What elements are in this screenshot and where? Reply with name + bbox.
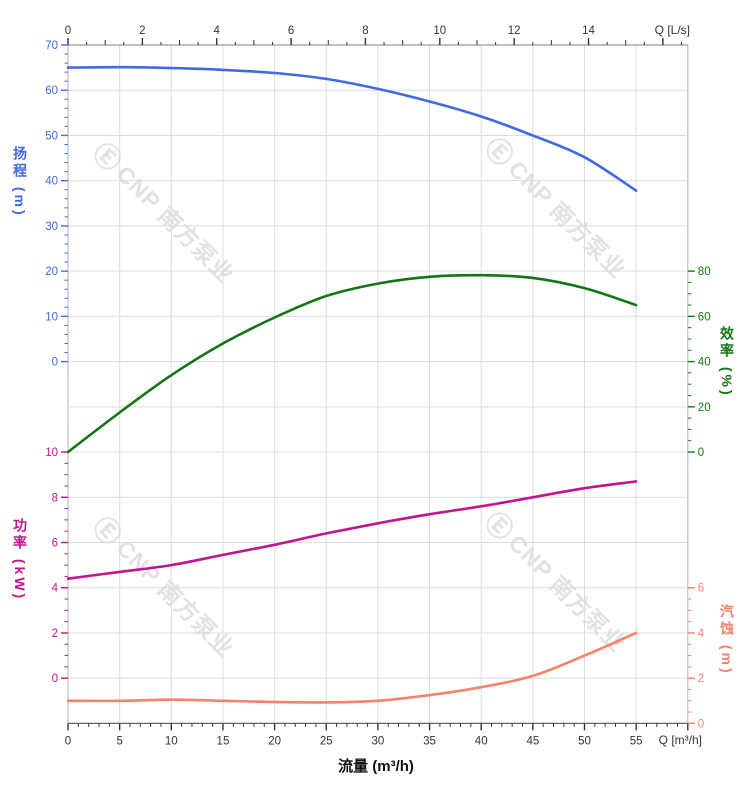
tick-label: 8 bbox=[362, 25, 368, 37]
efficiency-axis-ticks: 0 20 40 60 80 bbox=[687, 266, 711, 459]
tick-label: 20 bbox=[698, 402, 711, 414]
tick-label: 10 bbox=[165, 735, 178, 747]
tick-label: 5 bbox=[116, 735, 122, 747]
tick-label: 40 bbox=[45, 176, 58, 188]
tick-label: 8 bbox=[52, 492, 58, 504]
tick-label: 2 bbox=[52, 628, 58, 640]
top-axis-ticks: 0 2 4 6 8 10 12 14 bbox=[65, 25, 682, 45]
tick-label: 12 bbox=[508, 25, 521, 37]
tick-label: 60 bbox=[698, 311, 711, 323]
tick-label: 0 bbox=[65, 735, 71, 747]
flow-axis-title: 流量 (m³/h) bbox=[338, 758, 414, 775]
bottom-axis-unit-label: Q [m³/h] bbox=[658, 733, 702, 747]
npsh-curve bbox=[66, 631, 638, 704]
tick-label: 30 bbox=[45, 221, 58, 233]
tick-label: 70 bbox=[45, 40, 58, 52]
tick-label: 6 bbox=[288, 25, 294, 37]
tick-label: 0 bbox=[65, 25, 71, 37]
tick-label: 55 bbox=[630, 735, 643, 747]
tick-label: 40 bbox=[475, 735, 488, 747]
npsh-axis-title: 汽蚀 (m) bbox=[719, 604, 735, 676]
power-axis-ticks: 0 2 4 6 8 10 bbox=[45, 447, 68, 685]
top-axis-unit-label: Q [L/s] bbox=[654, 23, 690, 37]
tick-label: 0 bbox=[698, 718, 704, 730]
power-axis-title: 功率 (kW) bbox=[12, 518, 28, 602]
tick-label: 35 bbox=[423, 735, 436, 747]
tick-label: 10 bbox=[45, 311, 58, 323]
power-curve bbox=[66, 480, 638, 580]
tick-label: 6 bbox=[698, 583, 704, 595]
tick-label: 40 bbox=[698, 357, 711, 369]
tick-label: 2 bbox=[139, 25, 145, 37]
head-axis-title: 扬程 (m) bbox=[12, 146, 28, 218]
tick-label: 10 bbox=[45, 447, 58, 459]
tick-label: 45 bbox=[526, 735, 539, 747]
npsh-axis-ticks: 0 2 4 6 bbox=[687, 583, 705, 730]
grid bbox=[67, 44, 689, 725]
tick-label: 0 bbox=[52, 673, 58, 685]
tick-label: 50 bbox=[578, 735, 591, 747]
tick-label: 14 bbox=[582, 25, 595, 37]
tick-label: 10 bbox=[433, 25, 446, 37]
efficiency-axis-title: 效率 (%) bbox=[719, 326, 735, 398]
tick-label: 15 bbox=[217, 735, 230, 747]
tick-label: 50 bbox=[45, 130, 58, 142]
tick-label: 25 bbox=[320, 735, 333, 747]
tick-label: 0 bbox=[698, 447, 704, 459]
tick-label: 2 bbox=[698, 673, 704, 685]
tick-label: 20 bbox=[45, 266, 58, 278]
head-curve bbox=[66, 65, 638, 192]
tick-label: 60 bbox=[45, 85, 58, 97]
tick-label: 6 bbox=[52, 537, 58, 549]
tick-label: 4 bbox=[698, 628, 705, 640]
efficiency-curve bbox=[66, 273, 638, 454]
bottom-axis-ticks: 0 5 10 15 20 25 30 35 40 45 50 55 bbox=[65, 723, 689, 747]
tick-label: 80 bbox=[698, 266, 711, 278]
tick-label: 4 bbox=[52, 583, 59, 595]
head-axis-ticks: 0 10 20 30 40 50 60 70 bbox=[45, 40, 68, 369]
tick-label: 0 bbox=[52, 357, 58, 369]
tick-label: 4 bbox=[214, 25, 221, 37]
tick-label: 30 bbox=[372, 735, 385, 747]
tick-label: 20 bbox=[268, 735, 281, 747]
